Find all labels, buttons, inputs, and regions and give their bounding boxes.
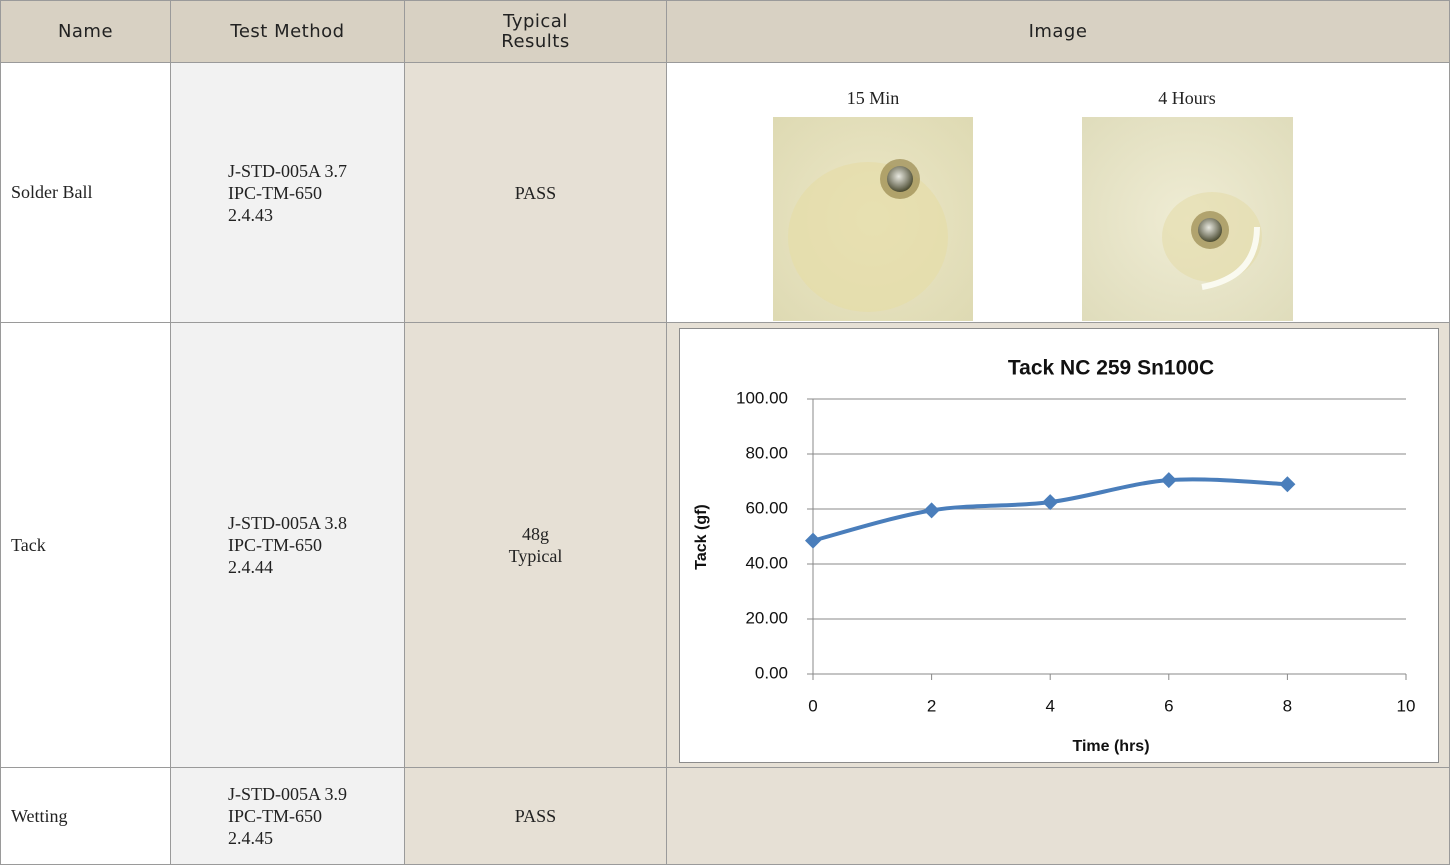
- method-line: IPC-TM-650: [227, 806, 322, 826]
- y-tick-label: 20.00: [745, 608, 788, 627]
- method-line: IPC-TM-650: [227, 535, 322, 555]
- method-line: J-STD-005A 3.7: [227, 160, 347, 181]
- image-cell: 15 Min 4 Hours: [666, 62, 1450, 323]
- y-tick-label: 40.00: [745, 553, 788, 572]
- result-line: PASS: [514, 806, 557, 826]
- header-cell: Image: [666, 0, 1450, 63]
- x-tick-label: 2: [927, 696, 936, 715]
- header-cell: Typical Results: [404, 0, 667, 63]
- name-cell: Solder Ball: [0, 62, 171, 323]
- header-text: Name: [57, 20, 114, 42]
- y-tick-label: 60.00: [745, 498, 788, 517]
- method-cell: J-STD-005A 3.9 IPC-TM-650 2.4.45: [170, 767, 405, 865]
- x-tick-label: 4: [1045, 696, 1054, 715]
- result-cell: 48g Typical: [404, 322, 667, 768]
- result-cell: PASS: [404, 62, 667, 323]
- image-cell: Tack NC 259 Sn100C Time (hrs) Tack (gf) …: [666, 322, 1450, 768]
- result-line: PASS: [514, 182, 557, 203]
- x-tick-label: 10: [1397, 696, 1416, 715]
- x-tick-label: 6: [1164, 696, 1173, 715]
- method-line: 2.4.45: [227, 828, 273, 848]
- name-cell: Wetting: [0, 767, 171, 865]
- header-text: Image: [1028, 20, 1088, 42]
- data-point: [805, 532, 821, 549]
- data-point: [1279, 476, 1296, 493]
- result-line: Typical: [508, 546, 563, 566]
- data-point: [1042, 494, 1059, 511]
- name-text: Solder Ball: [11, 182, 93, 202]
- y-tick-label: 0.00: [755, 663, 788, 682]
- method-line: 2.4.44: [227, 557, 273, 577]
- header-text: Test Method: [230, 20, 345, 42]
- name-text: Wetting: [11, 805, 68, 826]
- x-tick-label: 0: [808, 696, 817, 715]
- image-cell: [666, 767, 1450, 865]
- header-text: Typical Results: [501, 10, 570, 52]
- name-cell: Tack: [0, 322, 171, 768]
- image-caption: 15 Min: [846, 88, 900, 108]
- method-block: J-STD-005A 3.9 IPC-TM-650 2.4.45: [228, 783, 347, 849]
- method-cell: J-STD-005A 3.7 IPC-TM-650 2.4.43: [170, 62, 405, 323]
- method-line: IPC-TM-650: [227, 182, 322, 203]
- data-point: [923, 502, 940, 519]
- method-block: J-STD-005A 3.7 IPC-TM-650 2.4.43: [228, 160, 347, 226]
- header-cell: Name: [0, 0, 171, 63]
- method-block: J-STD-005A 3.8 IPC-TM-650 2.4.44: [228, 512, 347, 578]
- image-caption: 4 Hours: [1158, 88, 1216, 108]
- header-cell: Test Method: [170, 0, 405, 63]
- chart: Tack NC 259 Sn100C Time (hrs) Tack (gf) …: [679, 328, 1439, 763]
- method-line: 2.4.43: [227, 204, 273, 225]
- method-cell: J-STD-005A 3.8 IPC-TM-650 2.4.44: [170, 322, 405, 768]
- x-tick-label: 8: [1283, 696, 1292, 715]
- y-axis-label: Tack (gf): [693, 504, 710, 569]
- y-tick-label: 100.00: [736, 388, 788, 407]
- y-tick-label: 80.00: [745, 443, 788, 462]
- x-axis-label: Time (hrs): [1072, 738, 1149, 755]
- method-line: J-STD-005A 3.8: [227, 513, 347, 533]
- photo-15min: [773, 117, 973, 321]
- photo-4hours: [1082, 117, 1293, 321]
- data-point: [1160, 472, 1177, 489]
- chart-title: Tack NC 259 Sn100C: [1008, 357, 1214, 380]
- result-cell: PASS: [404, 767, 667, 865]
- method-line: J-STD-005A 3.9: [227, 784, 347, 804]
- result-line: 48g: [522, 524, 549, 544]
- name-text: Tack: [11, 534, 46, 555]
